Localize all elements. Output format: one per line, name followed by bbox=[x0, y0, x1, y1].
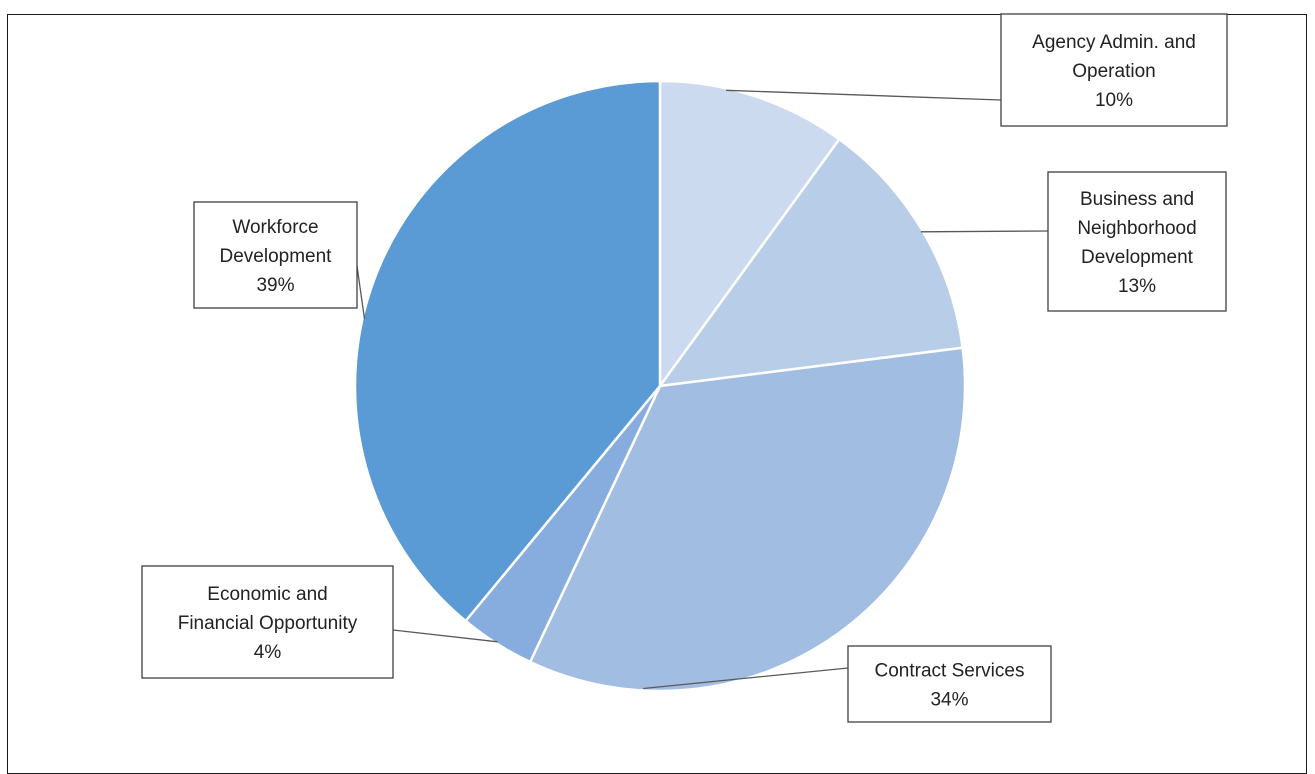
callout-contract-services: Contract Services 34% bbox=[847, 645, 1052, 723]
callout-box bbox=[1047, 171, 1227, 312]
data-label-category: Economic and bbox=[207, 584, 327, 605]
pie-slice-business-and-neighborhood-development bbox=[658, 138, 964, 388]
data-label-category: Contract Services bbox=[875, 661, 1025, 682]
data-label-category: Development bbox=[220, 246, 333, 267]
leader-line-economic-and-financial-opportunity bbox=[392, 629, 498, 643]
pie-slices bbox=[353, 79, 967, 693]
data-label-category: Neighborhood bbox=[1077, 218, 1196, 239]
callout-box bbox=[847, 645, 1052, 723]
callout-agency-admin-and-operation: Agency Admin. and Operation 10% bbox=[1000, 13, 1228, 127]
data-label-category: Workforce bbox=[232, 217, 318, 238]
callout-box bbox=[141, 565, 394, 679]
callout-workforce-development: Workforce Development 39% bbox=[193, 201, 358, 309]
data-label-percent: 4% bbox=[254, 642, 282, 663]
data-label-callouts: Agency Admin. and Operation 10% Business an… bbox=[141, 13, 1228, 723]
callout-box bbox=[1000, 13, 1228, 127]
data-label-category: Operation bbox=[1072, 61, 1155, 82]
callout-box bbox=[193, 201, 358, 309]
callout-economic-and-financial-opportunity: Economic and Financial Opportunity 4% bbox=[141, 565, 394, 679]
leader-line-agency-admin-and-operation bbox=[726, 89, 1002, 101]
data-label-category: Financial Opportunity bbox=[178, 613, 358, 634]
leader-line-workforce-development bbox=[356, 265, 366, 320]
pie-slice-agency-admin-and-operation bbox=[658, 79, 841, 388]
leader-line-contract-services bbox=[643, 667, 849, 690]
data-label-category: Agency Admin. and bbox=[1032, 32, 1196, 53]
callout-business-and-neighborhood-development: Business and Neighborhood Development 13% bbox=[1047, 171, 1227, 312]
data-label-percent: 34% bbox=[930, 690, 968, 711]
data-label-percent: 13% bbox=[1118, 276, 1156, 297]
leader-line-business-and-neighborhood-development bbox=[920, 230, 1049, 233]
data-label-percent: 39% bbox=[256, 275, 294, 296]
leader-lines bbox=[356, 89, 1049, 690]
data-label-category: Business and bbox=[1080, 189, 1194, 210]
pie-slice-workforce-development bbox=[353, 79, 662, 623]
data-label-category: Development bbox=[1081, 247, 1194, 268]
data-label-percent: 10% bbox=[1095, 90, 1133, 111]
